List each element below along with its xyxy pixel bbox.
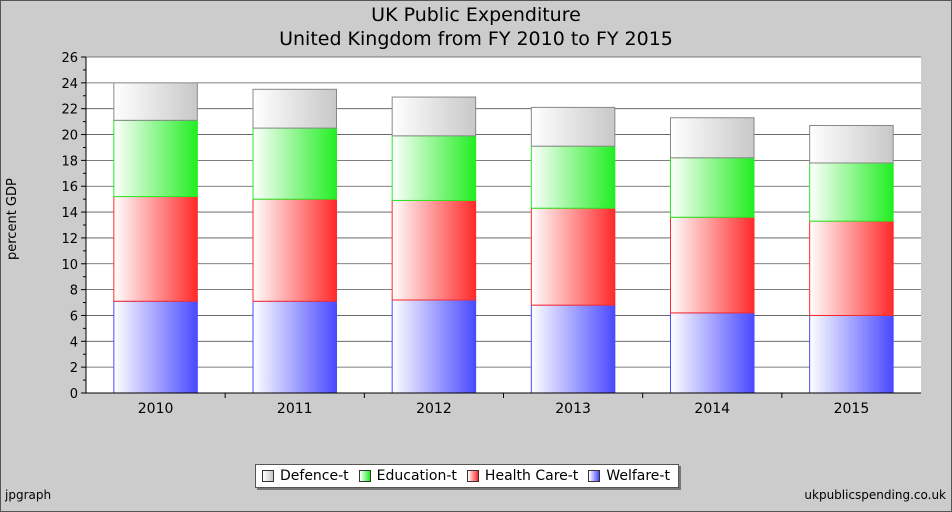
y-tick-label: 0	[70, 387, 78, 402]
footer-source: ukpublicspending.co.uk	[804, 488, 946, 502]
legend-swatch	[358, 470, 371, 482]
legend-label: Education-t	[376, 468, 457, 484]
x-tick-label: 2013	[555, 401, 591, 417]
bar-segment	[670, 157, 755, 218]
legend-swatch	[588, 470, 601, 482]
bar-segment	[113, 196, 198, 302]
bar-segment	[113, 119, 198, 198]
bar-segment	[113, 300, 198, 394]
legend-swatch	[466, 470, 479, 482]
x-tick-label: 2014	[694, 401, 730, 417]
x-tick-label: 2012	[416, 401, 452, 417]
y-tick-label: 16	[61, 180, 78, 195]
bar-segment	[530, 207, 616, 306]
legend-item: Health Care-t	[466, 468, 579, 484]
y-tick-label: 2	[70, 361, 78, 376]
y-tick-label: 26	[61, 51, 78, 66]
y-tick-label: 24	[61, 77, 78, 92]
footer-credit: jpgraph	[5, 488, 52, 502]
bar-segment	[252, 300, 337, 394]
y-tick-label: 22	[61, 103, 78, 118]
bar-segment	[252, 198, 337, 302]
y-tick-label: 20	[61, 129, 78, 144]
bar-segment	[530, 106, 616, 147]
y-tick-label: 18	[61, 154, 78, 169]
legend-item: Education-t	[358, 468, 457, 484]
legend-label: Defence-t	[280, 468, 349, 484]
bar-segment	[670, 312, 755, 394]
bar-segment	[670, 117, 755, 159]
chart-subtitle: United Kingdom from FY 2010 to FY 2015	[279, 28, 673, 50]
y-tick-label: 14	[61, 206, 78, 221]
chart-title: UK Public Expenditure	[371, 4, 581, 26]
bar-segment	[113, 82, 198, 121]
bar-segment	[809, 220, 894, 316]
x-tick-label: 2010	[138, 401, 174, 417]
legend-swatch	[262, 470, 274, 482]
bar-segment	[252, 88, 337, 129]
bar-segment	[530, 304, 616, 394]
bar-segment	[252, 127, 337, 200]
bar-segment	[391, 96, 477, 137]
legend-label: Health Care-t	[484, 468, 579, 484]
y-tick-label: 8	[70, 284, 78, 299]
y-tick-label: 10	[61, 258, 78, 273]
x-tick-label: 2011	[277, 401, 313, 417]
legend: Defence-t Education-t Health Care-t Welfare…	[255, 464, 679, 488]
y-tick-label: 12	[61, 232, 78, 247]
y-tick-label: 4	[70, 335, 78, 350]
bar-segment	[391, 135, 477, 201]
gridlines	[86, 56, 921, 368]
y-tick-label: 6	[70, 309, 78, 324]
legend-item: Welfare-t	[588, 468, 670, 484]
bars	[113, 82, 894, 394]
bar-segment	[809, 124, 894, 164]
bar-segment	[809, 314, 894, 394]
plot-background	[86, 57, 921, 393]
bar-segment	[670, 216, 755, 314]
bar-segment	[530, 145, 616, 209]
bar-segment	[809, 162, 894, 222]
bar-segment	[391, 199, 477, 301]
legend-label: Welfare-t	[606, 468, 670, 484]
x-tick-label: 2015	[834, 401, 870, 417]
legend-item: Defence-t	[262, 468, 349, 484]
bar-segment	[391, 299, 477, 394]
